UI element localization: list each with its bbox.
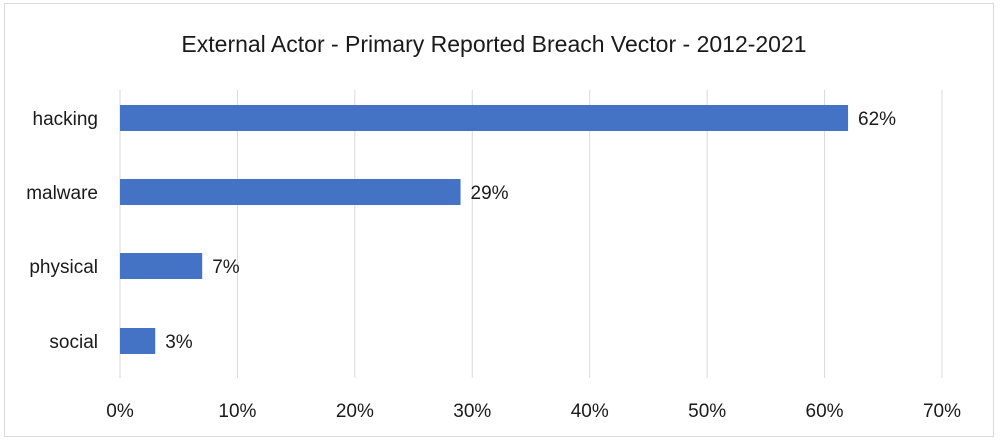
category-label: physical (29, 257, 98, 278)
bars (120, 105, 849, 354)
data-label: 62% (858, 109, 896, 130)
bar-malware (120, 179, 461, 205)
x-tick-label: 50% (688, 401, 726, 422)
data-label: 7% (212, 257, 240, 278)
x-tick-label: 40% (571, 401, 609, 422)
x-tick-label: 0% (106, 401, 134, 422)
x-tick-label: 60% (806, 401, 844, 422)
x-tick-label: 30% (453, 401, 491, 422)
x-tick-label: 10% (218, 401, 256, 422)
labels: 0% 10% 20% 30% 40% 50% 60% 70% hacking 62% malware… (26, 109, 961, 422)
category-label: social (49, 332, 98, 353)
category-label: malware (26, 183, 98, 204)
chart-title: External Actor - Primary Reported Breach… (181, 31, 806, 57)
bar-social (120, 328, 156, 354)
data-label: 3% (165, 332, 193, 353)
bar-physical (120, 253, 203, 279)
category-label: hacking (33, 109, 99, 130)
chart-frame (4, 3, 994, 437)
x-tick-label: 70% (923, 401, 961, 422)
bar-hacking (120, 105, 849, 131)
gridlines (119, 90, 943, 378)
x-tick-label: 20% (336, 401, 374, 422)
data-label: 29% (471, 183, 509, 204)
